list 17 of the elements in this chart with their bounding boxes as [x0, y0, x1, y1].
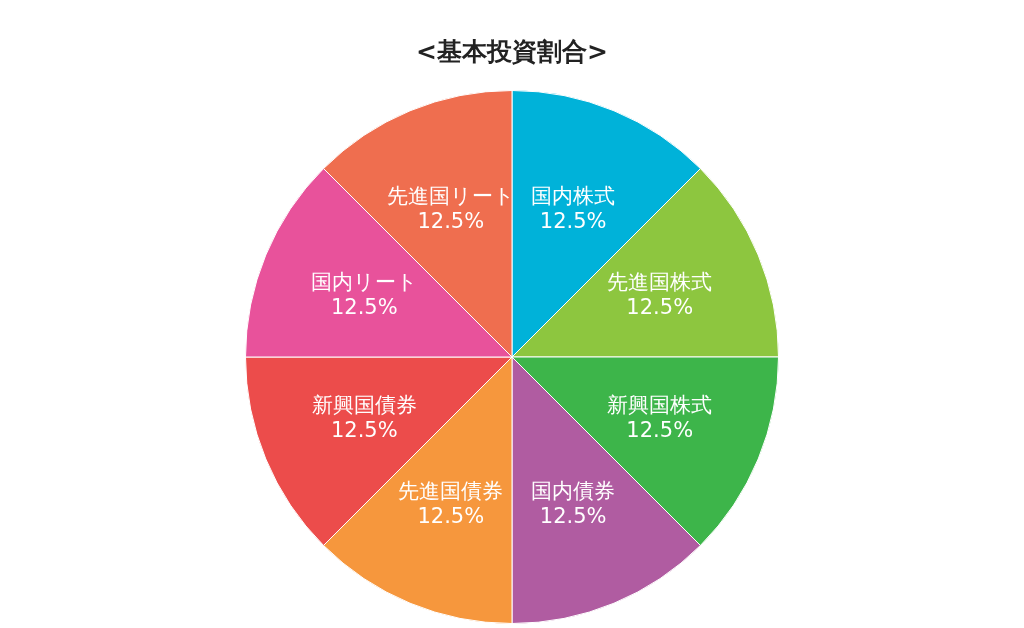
slice-label: 国内リート [310, 270, 418, 295]
data-label: 12.5% [539, 208, 607, 233]
slice-label: 先進国リート [386, 183, 515, 208]
data-label: 12.5% [417, 504, 485, 529]
slice-label: 国内株式 [531, 183, 616, 208]
chart-title: <基本投資割合> [416, 36, 608, 66]
data-label: 12.5% [626, 295, 694, 320]
data-label: 12.5% [539, 504, 607, 529]
slice-label: 国内債券 [531, 479, 616, 504]
slice-label: 先進国債券 [398, 479, 504, 504]
data-label: 12.5% [330, 417, 398, 442]
slice-label: 新興国債券 [311, 392, 417, 417]
slice-label: 新興国株式 [607, 392, 713, 417]
data-label: 12.5% [417, 208, 485, 233]
slice-label: 先進国株式 [607, 270, 713, 295]
data-label: 12.5% [330, 295, 398, 320]
data-label: 12.5% [626, 417, 694, 442]
